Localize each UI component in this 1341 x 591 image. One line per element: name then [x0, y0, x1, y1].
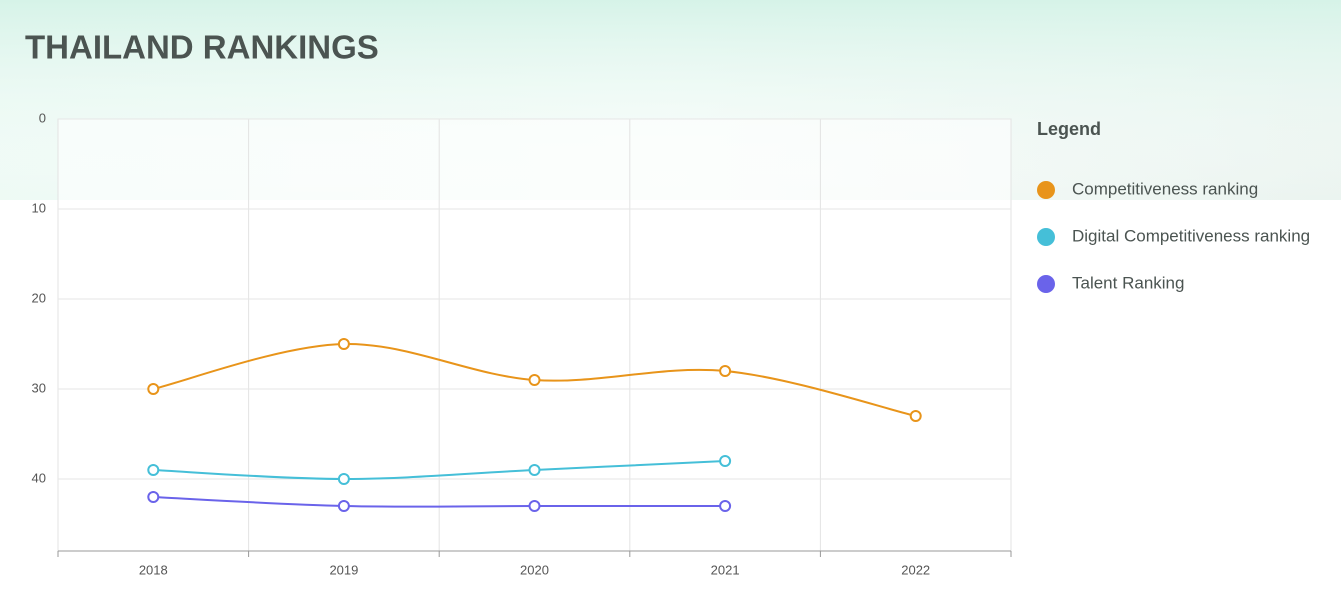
series-line — [153, 460, 726, 481]
series-line — [153, 496, 726, 508]
data-point — [337, 473, 350, 485]
data-point — [147, 464, 160, 476]
x-tick-label: 2022 — [901, 562, 930, 577]
x-tick-label: 2020 — [520, 562, 549, 577]
data-point — [147, 383, 160, 395]
data-point — [719, 455, 732, 467]
x-tick-label: 2019 — [329, 562, 358, 577]
data-point — [337, 338, 350, 350]
y-tick-label: 20 — [32, 290, 46, 305]
data-point — [147, 491, 160, 503]
plot-area — [57, 118, 1012, 552]
data-point — [528, 464, 541, 476]
legend-label: Talent Ranking — [1072, 273, 1184, 292]
legend-marker — [1037, 228, 1055, 246]
y-tick-label: 10 — [32, 200, 46, 215]
chart-title: THAILAND RANKINGS — [25, 29, 379, 66]
data-point — [528, 374, 541, 386]
legend-marker — [1037, 181, 1055, 199]
y-tick-label: 30 — [32, 380, 46, 395]
x-tick-label: 2018 — [139, 562, 168, 577]
legend-label: Digital Competitiveness ranking — [1072, 226, 1310, 245]
y-tick-label: 0 — [39, 110, 46, 125]
data-point — [719, 500, 732, 512]
x-tick-label: 2021 — [711, 562, 740, 577]
data-point — [719, 365, 732, 377]
data-point — [909, 410, 922, 422]
legend-title: Legend — [1037, 119, 1101, 139]
data-point — [528, 500, 541, 512]
y-tick-label: 40 — [32, 470, 46, 485]
legend-label: Competitiveness ranking — [1072, 179, 1258, 198]
legend-marker — [1037, 275, 1055, 293]
data-point — [337, 500, 350, 512]
